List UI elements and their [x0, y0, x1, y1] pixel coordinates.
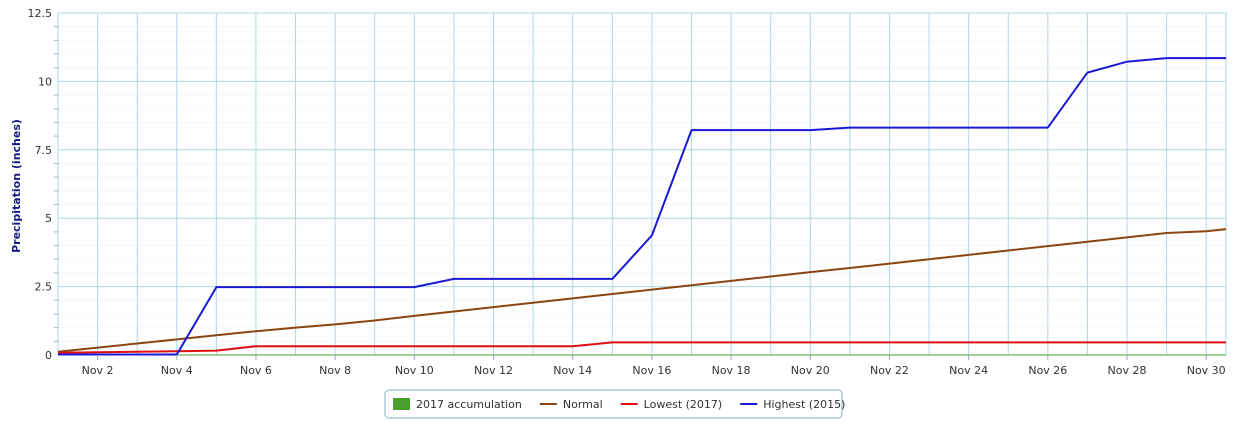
x-tick-label: Nov 30	[1187, 364, 1226, 377]
x-tick-label: Nov 2	[82, 364, 114, 377]
grid	[57, 12, 1227, 356]
x-tick-label: Nov 18	[712, 364, 751, 377]
x-tick-label: Nov 26	[1028, 364, 1067, 377]
x-tick-label: Nov 20	[791, 364, 830, 377]
series-line-highest-2015	[58, 57, 1226, 356]
legend: 2017 accumulation Normal Lowest (2017) High…	[384, 389, 845, 419]
legend-label: Normal	[563, 398, 603, 411]
series-line-lowest-2017	[57, 341, 1226, 354]
x-tick-label: Nov 8	[319, 364, 351, 377]
x-tick-label: Nov 6	[240, 364, 272, 377]
legend-item[interactable]: 2017 accumulation	[393, 398, 522, 411]
x-tick-label: Nov 10	[395, 364, 434, 377]
legend-swatch	[393, 398, 410, 410]
x-tick-label: Nov 22	[870, 364, 909, 377]
y-tick-label: 0	[45, 349, 52, 362]
y-tick-label: 10	[38, 75, 52, 88]
x-tick-label: Nov 16	[632, 364, 671, 377]
legend-item[interactable]: Lowest (2017)	[620, 398, 723, 411]
x-tick-label: Nov 12	[474, 364, 513, 377]
legend-box	[384, 389, 843, 419]
x-tick-label: Nov 24	[949, 364, 988, 377]
y-tick-label: 5	[45, 212, 52, 225]
y-tick-label: 2.5	[35, 281, 53, 294]
series-layer	[57, 57, 1227, 356]
legend-label: 2017 accumulation	[416, 398, 522, 411]
axes: 0 2.5 5 7.5 10 12.5 Nov 2 Nov 4 Nov 6 Nov 8 Nov 10…	[28, 7, 1226, 377]
x-tick-label: Nov 28	[1108, 364, 1147, 377]
legend-item[interactable]: Normal	[539, 398, 603, 411]
plot-frame	[57, 12, 1227, 356]
y-axis-title: Precipitation (inches)	[10, 119, 23, 253]
series-line-normal	[57, 228, 1227, 353]
legend-item[interactable]: Highest (2015)	[740, 398, 845, 411]
legend-label: Lowest (2017)	[644, 398, 723, 411]
legend-label: Highest (2015)	[763, 398, 845, 411]
y-tick-label: 7.5	[35, 144, 53, 157]
x-tick-label: Nov 4	[161, 364, 193, 377]
y-tick-label: 12.5	[28, 7, 53, 20]
x-tick-label: Nov 14	[553, 364, 592, 377]
